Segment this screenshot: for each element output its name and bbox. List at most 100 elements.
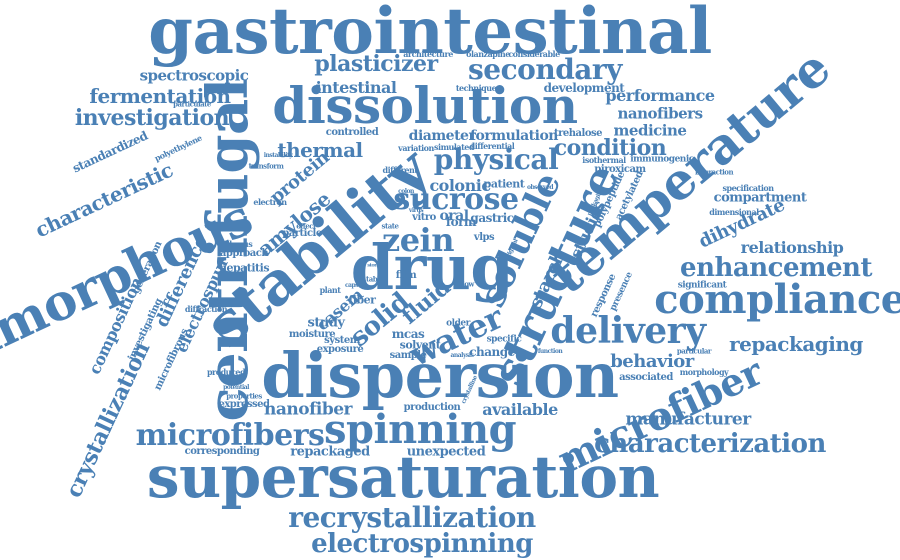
word-nanofibers: nanofibers — [617, 104, 703, 123]
word-dispersion: dispersion — [261, 339, 619, 412]
word-architecture: architecture — [403, 49, 453, 59]
word-specific: specific — [486, 334, 522, 345]
word-vitro: vitro — [412, 212, 436, 223]
word-dissolution: dissolution — [272, 76, 578, 135]
word-particulate: particulate — [173, 99, 211, 109]
word-fermentation: fermentation — [89, 84, 231, 108]
word-particle: particle — [282, 228, 322, 239]
word-solvent: solvent — [399, 338, 441, 352]
word-electrospinning: electrospinning — [311, 529, 533, 559]
word-microfibers: microfibers — [135, 418, 325, 453]
word-drug: drug — [350, 231, 514, 304]
word-controlled: controlled — [325, 127, 379, 138]
word-production: production — [403, 402, 461, 413]
word-analysis: analysis — [450, 352, 474, 359]
word-variation: variation — [398, 143, 434, 153]
word-intestinal: intestinal — [315, 78, 397, 97]
word-diameter: diameter — [408, 128, 476, 144]
word-low: low — [462, 279, 474, 289]
word-hepatitis: hepatitis — [218, 261, 270, 275]
word-corresponding: corresponding — [184, 446, 260, 457]
word-enhancement: enhancement — [680, 253, 872, 283]
word-nanofiber: nanofiber — [263, 399, 353, 420]
word-fiber: fiber — [348, 293, 376, 307]
word-medicine: medicine — [613, 121, 687, 140]
word-gastrointestinal: gastrointestinal — [148, 0, 712, 69]
word-produced: produced — [206, 367, 246, 377]
word-isothermal: isothermal — [582, 155, 626, 165]
word-gastric: gastric — [470, 211, 514, 225]
word-physical: physical — [433, 143, 559, 176]
word-supersaturation: supersaturation — [146, 443, 660, 511]
word-properties: properties — [226, 391, 262, 401]
word-relationship: relationship — [740, 238, 844, 257]
word-development: development — [543, 81, 625, 95]
word-virus: virus — [408, 207, 424, 214]
word-trehalose: trehalose — [554, 128, 602, 139]
word-moisture: moisture — [288, 329, 336, 340]
word-behavior: behavior — [610, 351, 694, 372]
word-film: film — [395, 270, 417, 281]
word-system: system — [324, 335, 360, 346]
word-manufacturer: manufacturer — [625, 409, 751, 430]
word-vlps: vlps — [473, 232, 495, 243]
word-interaction: interaction — [694, 167, 734, 177]
word-recrystallization: recrystallization — [288, 501, 536, 534]
word-colon: colon — [398, 188, 414, 195]
word-performance: performance — [605, 86, 715, 105]
word-repackaged: repackaged — [290, 444, 370, 460]
word-immunogenic: immunogenic — [630, 154, 694, 165]
word-considerable: considerable — [508, 49, 560, 59]
word-compartment: compartment — [713, 190, 807, 206]
word-particular: particular — [676, 346, 712, 356]
word-study: study — [307, 315, 345, 331]
word-approach: approach — [219, 248, 269, 259]
word-older: older — [446, 318, 470, 329]
word-diffraction: diffraction — [184, 304, 228, 314]
word-specification: specification — [722, 183, 774, 193]
word-expressed: expressed — [218, 399, 270, 410]
word-different: different — [382, 165, 418, 175]
word-exposure: exposure — [316, 344, 364, 355]
word-simulated: simulated — [434, 142, 474, 152]
word-zein: zein — [382, 221, 454, 259]
word-delivery: delivery — [550, 310, 706, 352]
word-secondary: secondary — [468, 53, 622, 86]
word-characterization: characterization — [594, 429, 826, 459]
word-fibrous: fibrous — [223, 239, 253, 249]
word-capsule: capsule — [344, 282, 368, 289]
word-spectroscopic: spectroscopic — [139, 66, 249, 85]
word-morphology: morphology — [679, 367, 729, 377]
word-effect: effect — [296, 221, 316, 231]
word-function: function — [537, 348, 563, 355]
word-dimensional: dimensional — [709, 207, 759, 217]
word-state: state — [381, 221, 399, 231]
word-instability: instability — [263, 152, 293, 159]
word-repackaging: repackaging — [729, 332, 863, 356]
word-available: available — [482, 400, 558, 419]
word-oral: oral — [439, 208, 469, 224]
word-piroxicam: piroxicam — [594, 164, 646, 175]
word-colonic: colonic — [429, 176, 491, 195]
word-thermal: thermal — [277, 138, 363, 162]
word-investigation: investigation — [74, 105, 230, 131]
word-plasticizer: plasticizer — [314, 51, 438, 77]
word-mcas: mcas — [391, 327, 425, 341]
word-formulation: formulation — [470, 128, 558, 144]
word-observed: observed — [526, 184, 554, 191]
word-microfibrous: microfibrous — [152, 327, 191, 393]
word-significant: significant — [677, 280, 727, 291]
word-potential: potential — [223, 384, 249, 391]
word-sucrose: sucrose — [393, 182, 519, 217]
word-storage: storage — [367, 262, 385, 269]
word-plant: plant — [319, 285, 341, 295]
word-electron: electron — [253, 197, 287, 207]
word-change: change — [469, 345, 515, 359]
word-transform: transform — [248, 161, 284, 171]
word-patient: patient — [483, 177, 525, 191]
word-compliance: compliance — [654, 276, 900, 323]
word-associated: associated — [619, 372, 673, 383]
word-unexpected: unexpected — [406, 444, 486, 460]
word-condition: condition — [553, 135, 667, 161]
